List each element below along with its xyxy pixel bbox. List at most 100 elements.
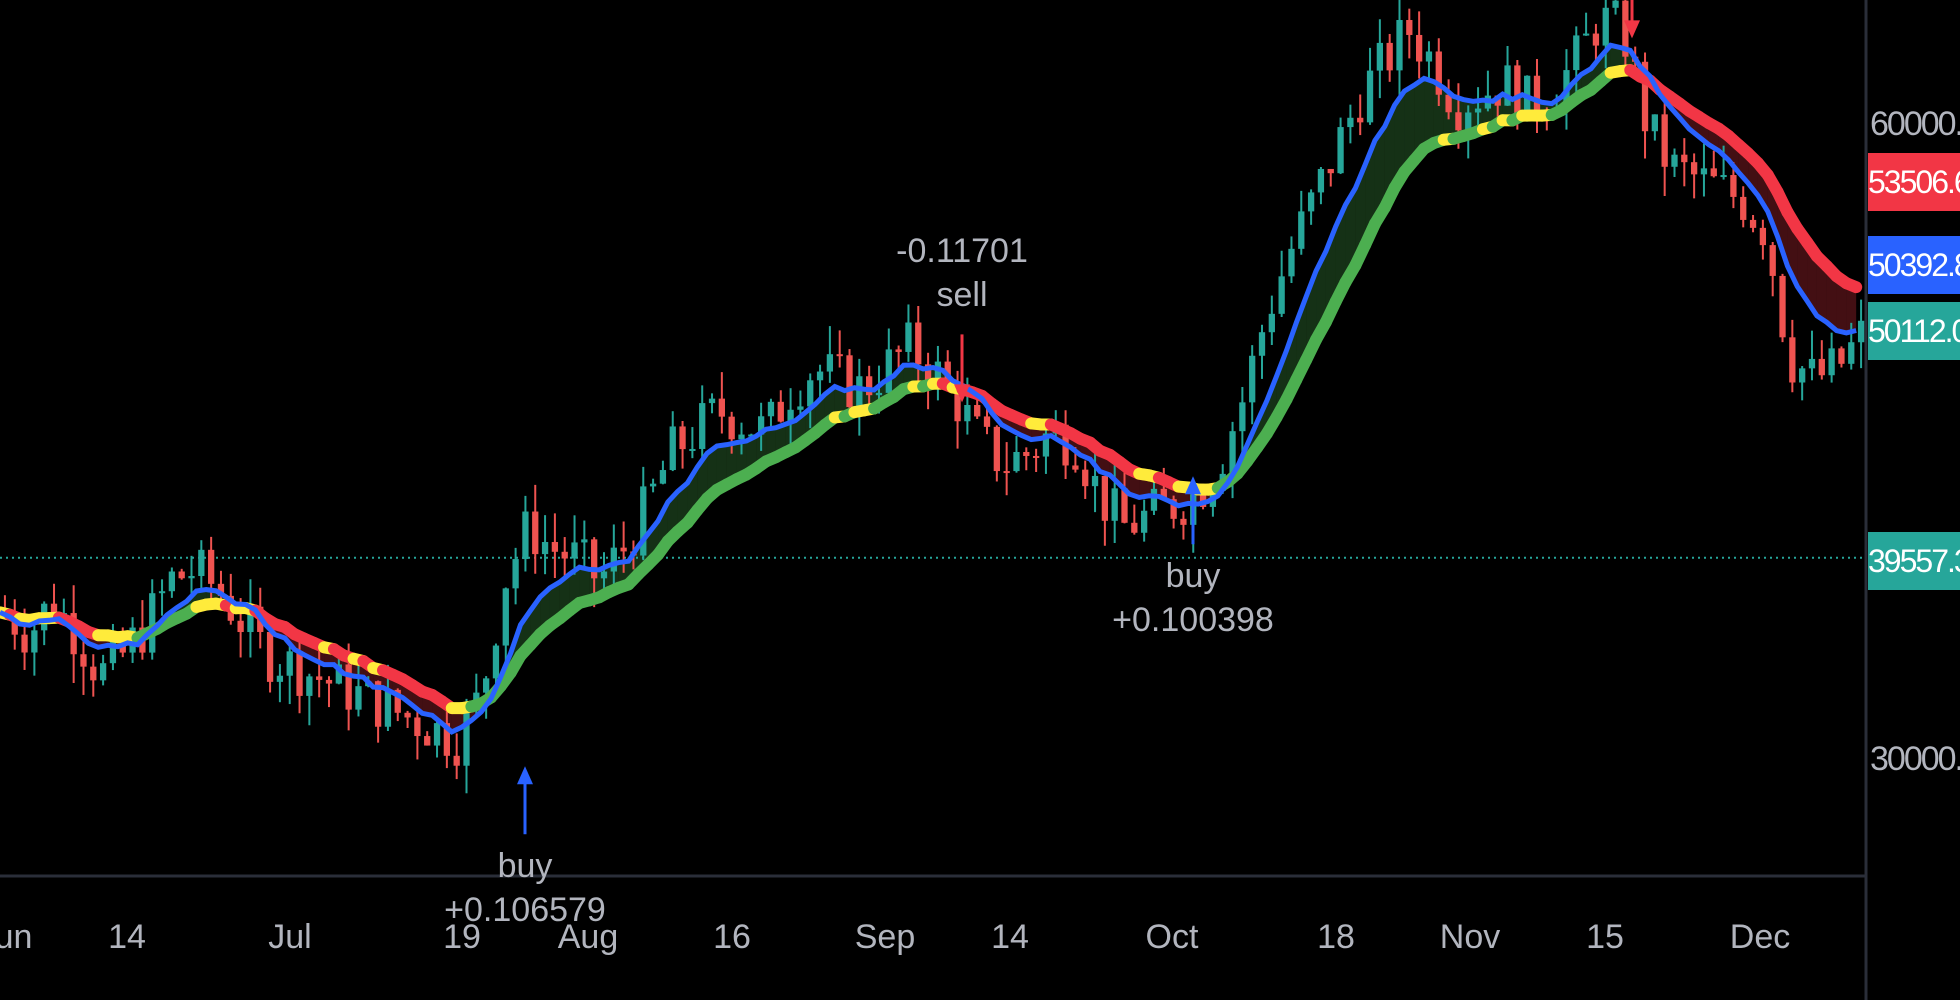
candle-body	[1013, 452, 1020, 472]
candle-body	[1808, 358, 1816, 369]
candle-body	[70, 613, 77, 655]
candle-body	[414, 717, 421, 737]
candle-body	[895, 349, 902, 352]
candle-body	[80, 654, 87, 667]
candle-body	[1779, 275, 1786, 338]
ribbon-segment	[579, 567, 590, 603]
price-tag: 50392.85	[1868, 236, 1960, 294]
fast-ma-path	[0, 42, 1857, 735]
candle-body	[1848, 342, 1855, 364]
candle-body	[1121, 488, 1128, 523]
candle-body	[826, 354, 834, 372]
ribbon-segment	[716, 444, 727, 490]
signal-type: buy	[497, 847, 553, 886]
candle-body	[512, 559, 519, 589]
sell-signal-label: -0.11701 sell	[896, 229, 1028, 317]
candle-body	[1474, 108, 1482, 113]
buy-arrow-head	[1185, 476, 1201, 495]
candle-body	[1759, 227, 1767, 246]
candle-body	[1170, 499, 1177, 519]
candle-body	[1799, 368, 1806, 383]
candle-body	[325, 679, 333, 684]
candle-body	[463, 708, 470, 766]
price-tag: 39557.30	[1868, 532, 1960, 590]
candle-body	[1072, 465, 1079, 470]
price-tick-label: 60000.00	[1870, 105, 1960, 143]
candle-body	[679, 426, 686, 450]
candle-body	[433, 723, 441, 746]
candle-body	[591, 539, 598, 579]
candle-body	[807, 380, 814, 407]
candle-body	[875, 392, 883, 396]
candle-body	[1681, 154, 1688, 163]
time-tick-label: 16	[713, 918, 751, 956]
signal-pnl: +0.106579	[444, 891, 606, 930]
time-tick-label: Dec	[1729, 918, 1791, 956]
candle-body	[1180, 518, 1187, 525]
candle-body	[1396, 20, 1403, 71]
candle-body	[846, 355, 853, 407]
candle-body	[1533, 75, 1541, 115]
candle-body	[993, 426, 1000, 472]
candle-body	[1307, 192, 1315, 212]
candle-body	[374, 681, 382, 727]
candle-body	[934, 361, 942, 385]
candle-body	[217, 583, 225, 596]
candle-body	[1249, 355, 1256, 403]
candle-body	[11, 612, 18, 635]
ribbon-segment	[1414, 78, 1425, 161]
candle-body	[198, 549, 205, 577]
candle-body	[1455, 112, 1462, 131]
candle-body	[522, 511, 529, 560]
candle-body	[1789, 337, 1796, 383]
candle-body	[836, 354, 843, 357]
candle-body	[689, 448, 696, 451]
candle-body	[866, 376, 873, 396]
candle-body	[718, 398, 725, 417]
price-tag: 50112.02	[1868, 302, 1960, 360]
candle-body	[571, 542, 578, 559]
candle-body	[276, 675, 284, 682]
candle-body	[1573, 35, 1580, 71]
candle-body	[944, 361, 951, 383]
candle-body	[954, 382, 961, 422]
candle-body	[1268, 313, 1275, 333]
candle-body	[1710, 168, 1717, 177]
candle-body	[1445, 94, 1452, 113]
candle-body	[345, 664, 352, 710]
candle-body	[1032, 455, 1040, 458]
buy-signal-label: buy +0.106579	[444, 844, 606, 932]
candle-body	[31, 630, 38, 653]
candle-body	[1003, 471, 1010, 474]
candle-body	[316, 676, 323, 680]
candle-body	[1818, 358, 1825, 376]
slow-ma-line	[0, 64, 1863, 715]
candle-body	[1838, 348, 1845, 364]
candle-body	[296, 651, 303, 696]
candle-body	[1465, 112, 1472, 131]
candle-body	[109, 637, 117, 664]
candle-body	[1229, 431, 1236, 474]
candle-body	[384, 689, 392, 727]
fast-ma-line	[0, 42, 1857, 735]
candle-body	[600, 571, 608, 579]
candle-body	[924, 364, 932, 385]
time-tick-label: 15	[1586, 918, 1624, 956]
candle-body	[1700, 168, 1708, 175]
candle-body	[1141, 510, 1148, 533]
time-tick-label: Jun	[0, 918, 33, 956]
candle-body	[1425, 51, 1433, 62]
candle-body	[168, 571, 176, 592]
candle-body	[453, 755, 460, 766]
candle-body	[1376, 42, 1384, 71]
candle-body	[699, 403, 706, 449]
candle-body	[1415, 34, 1423, 62]
time-tick-label: 14	[991, 918, 1029, 956]
candle-body	[1514, 65, 1521, 121]
candle-body	[21, 634, 28, 653]
candle-body	[757, 416, 765, 435]
candle-body	[1690, 162, 1698, 175]
candle-body	[492, 645, 500, 679]
candle-body	[1082, 469, 1089, 487]
